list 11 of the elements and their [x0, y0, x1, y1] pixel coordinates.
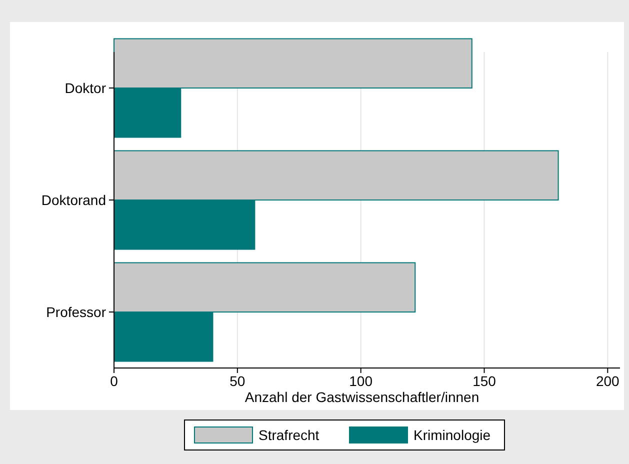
- x-tick-label: 50: [230, 373, 246, 389]
- x-tick-label: 0: [110, 373, 118, 389]
- y-tick-label: Doktorand: [41, 192, 106, 208]
- x-tick-label: 100: [349, 373, 373, 389]
- x-axis-title: Anzahl der Gastwissenschaftler/innen: [244, 389, 480, 405]
- y-tick-label: Doktor: [64, 80, 106, 96]
- legend-label: Kriminologie: [414, 427, 491, 443]
- x-tick-label: 150: [472, 373, 496, 389]
- x-tick-label: 200: [596, 373, 620, 389]
- y-tick-label: Professor: [46, 304, 106, 320]
- legend-label: Strafrecht: [258, 427, 320, 443]
